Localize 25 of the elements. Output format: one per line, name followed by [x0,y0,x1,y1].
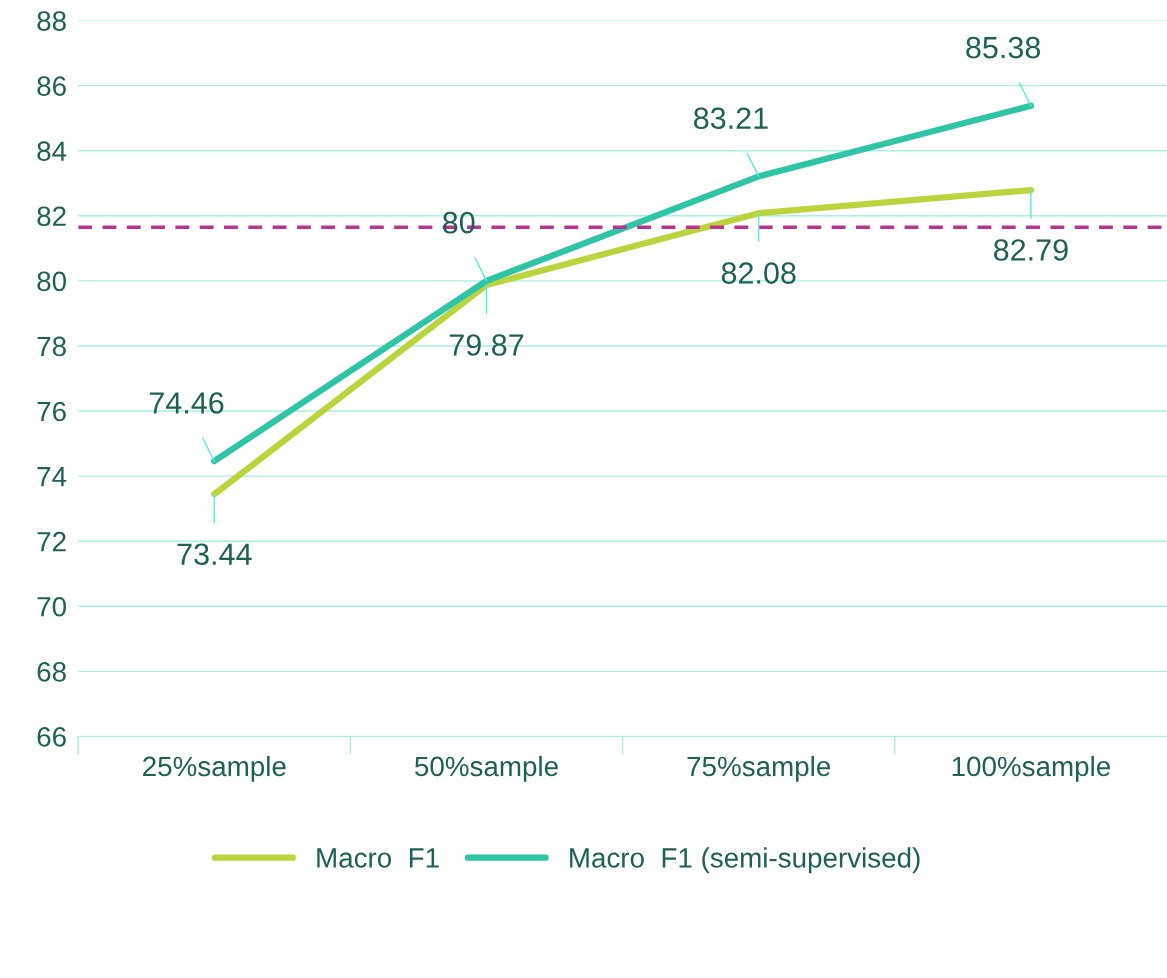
y-tick-label: 66 [37,727,66,747]
y-tick-label: 80 [37,271,66,292]
data-label: 74.46 [149,392,224,414]
x-tick-label: 75%sample [687,755,831,782]
y-tick-label: 72 [37,531,66,552]
y-tick-label: 78 [37,336,66,357]
legend-label: Macro F1 (semi-supervised) [570,847,920,874]
y-tick-label: 76 [37,401,66,422]
x-tick-label: 25%sample [143,755,286,782]
data-label: 82.79 [994,239,1068,261]
y-tick-label: 88 [37,11,66,31]
x-tick-label: 100%sample [952,755,1110,782]
data-label: 83.21 [694,107,768,130]
y-tick-label: 82 [37,206,66,227]
data-label: 85.38 [966,36,1041,59]
y-tick-label: 74 [37,467,67,487]
data-label: 82.08 [721,262,796,284]
y-tick-label: 84 [37,141,67,162]
y-tick-label: 68 [37,662,66,682]
x-tick-label: 50%sample [415,755,558,782]
legend-label: Macro F1 [317,848,439,868]
y-tick-label: 86 [37,76,66,96]
data-label: 79.87 [449,334,524,356]
data-label: 73.44 [177,543,252,566]
y-tick-label: 70 [37,596,66,617]
